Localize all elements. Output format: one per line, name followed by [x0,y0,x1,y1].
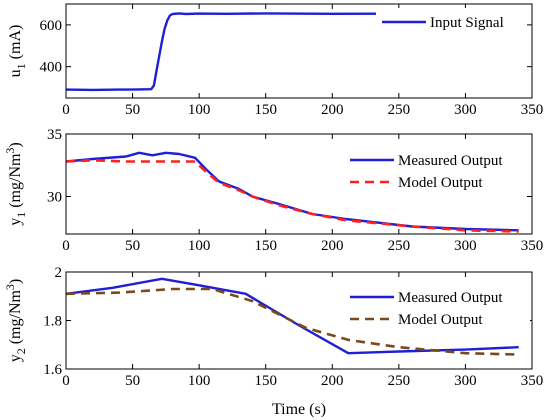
x-tick-label: 300 [454,238,477,254]
x-tick-label: 150 [254,373,277,389]
y-tick-label: 600 [40,18,63,34]
x-tick-label: 100 [188,238,211,254]
panel-y2-output: 0 50 100 150 200 250 300 350 1.6 1.8 2 y2 (mg/Nm3) M… [3,265,543,389]
x-tick-label: 350 [521,373,544,389]
x-tick-label: 0 [62,102,70,118]
x-tick-label: 200 [321,373,344,389]
legend: Input Signal [376,8,526,36]
x-tick-label: 350 [521,102,544,118]
x-tick-label: 200 [321,238,344,254]
panel-y1-output: 0 50 100 150 200 250 300 350 30 35 y1 (mg/Nm3) Meas… [3,127,543,254]
x-tick-label: 250 [388,373,411,389]
series-line-secondary [66,159,519,233]
x-tick-label: 350 [521,238,544,254]
y-axis-title: y2 (mg/Nm3) [3,279,28,363]
x-tick-label: 0 [62,373,70,389]
x-tick-label: 200 [321,102,344,118]
x-tick-label: 100 [188,102,211,118]
plot-frame [65,133,533,235]
legend-label: Model Output [398,312,483,328]
x-tick-label: 50 [125,373,140,389]
y-tick-label: 35 [47,127,62,143]
y-axis-title: u1 (mA) [7,25,28,78]
plot-frame [65,3,533,99]
legend-label: Model Output [398,175,483,191]
legend-label: Measured Output [398,153,503,169]
panel-input-signal: 0 50 100 150 200 250 300 350 400 600 u1 (mA) Input … [7,3,544,118]
x-tick-label: 300 [454,102,477,118]
x-axis-title: Time (s) [272,401,326,418]
legend-label: Measured Output [398,290,503,306]
y-tick-label: 1.8 [43,314,62,330]
x-tick-label: 250 [388,238,411,254]
x-tick-label: 300 [454,373,477,389]
x-tick-label: 250 [388,102,411,118]
legend: Measured Output Model Output [344,283,530,329]
legend: Measured Output Model Output [344,146,530,192]
x-tick-label: 150 [254,102,277,118]
x-tick-label: 50 [125,102,140,118]
x-tick-label: 100 [188,373,211,389]
series-line-secondary [66,287,519,356]
x-tick-label: 150 [254,238,277,254]
y-axis-title: y1 (mg/Nm3) [3,142,28,226]
y-tick-label: 2 [55,265,63,281]
x-tick-label: 0 [62,238,70,254]
y-tick-label: 1.6 [43,362,62,378]
y-tick-label: 30 [47,190,62,206]
series-line-primary [66,12,519,92]
x-tick-label: 50 [125,238,140,254]
y-tick-label: 400 [40,60,63,76]
legend-box [344,283,530,329]
legend-box [344,146,530,192]
legend-label: Input Signal [430,15,504,31]
